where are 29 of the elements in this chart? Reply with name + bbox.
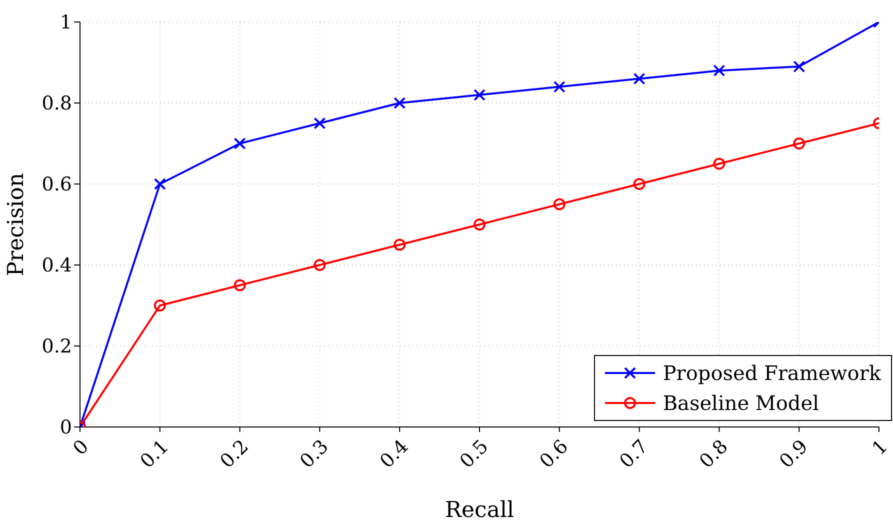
y-tick-label: 0.8 (42, 92, 72, 115)
point (474, 218, 486, 230)
x-axis-title: Recall (444, 498, 514, 523)
y-tick-label: 0.4 (42, 254, 72, 277)
x-tick-label: 1 (868, 436, 892, 460)
point (154, 300, 166, 312)
y-tick-label: 1 (60, 12, 72, 34)
x-tick-label: 0.8 (695, 436, 732, 473)
x-tick-label: 0.6 (536, 436, 573, 473)
y-axis-title: Precision (4, 172, 29, 276)
y-tick-label: 0 (60, 416, 72, 439)
point (314, 259, 326, 271)
point (713, 158, 726, 170)
x-tick-label: 0.7 (616, 436, 652, 473)
x-tick-label: 0.9 (775, 436, 812, 473)
y-tick-label: 0.2 (42, 336, 72, 358)
point (793, 138, 806, 150)
point (234, 279, 246, 292)
x-tick-label: 0.5 (456, 436, 493, 473)
x-tick-label: 0.4 (376, 436, 413, 473)
x-tick-label: 0.2 (216, 436, 253, 473)
x-tick-label: 0.3 (296, 436, 333, 473)
point (553, 198, 566, 210)
x-tick-label: 0.1 (136, 436, 174, 473)
point (633, 178, 646, 190)
legend-label: Proposed Framework (662, 360, 881, 387)
legend-label: Baseline Model (662, 390, 819, 417)
point (394, 238, 406, 251)
y-tick-label: 0.6 (42, 174, 72, 196)
